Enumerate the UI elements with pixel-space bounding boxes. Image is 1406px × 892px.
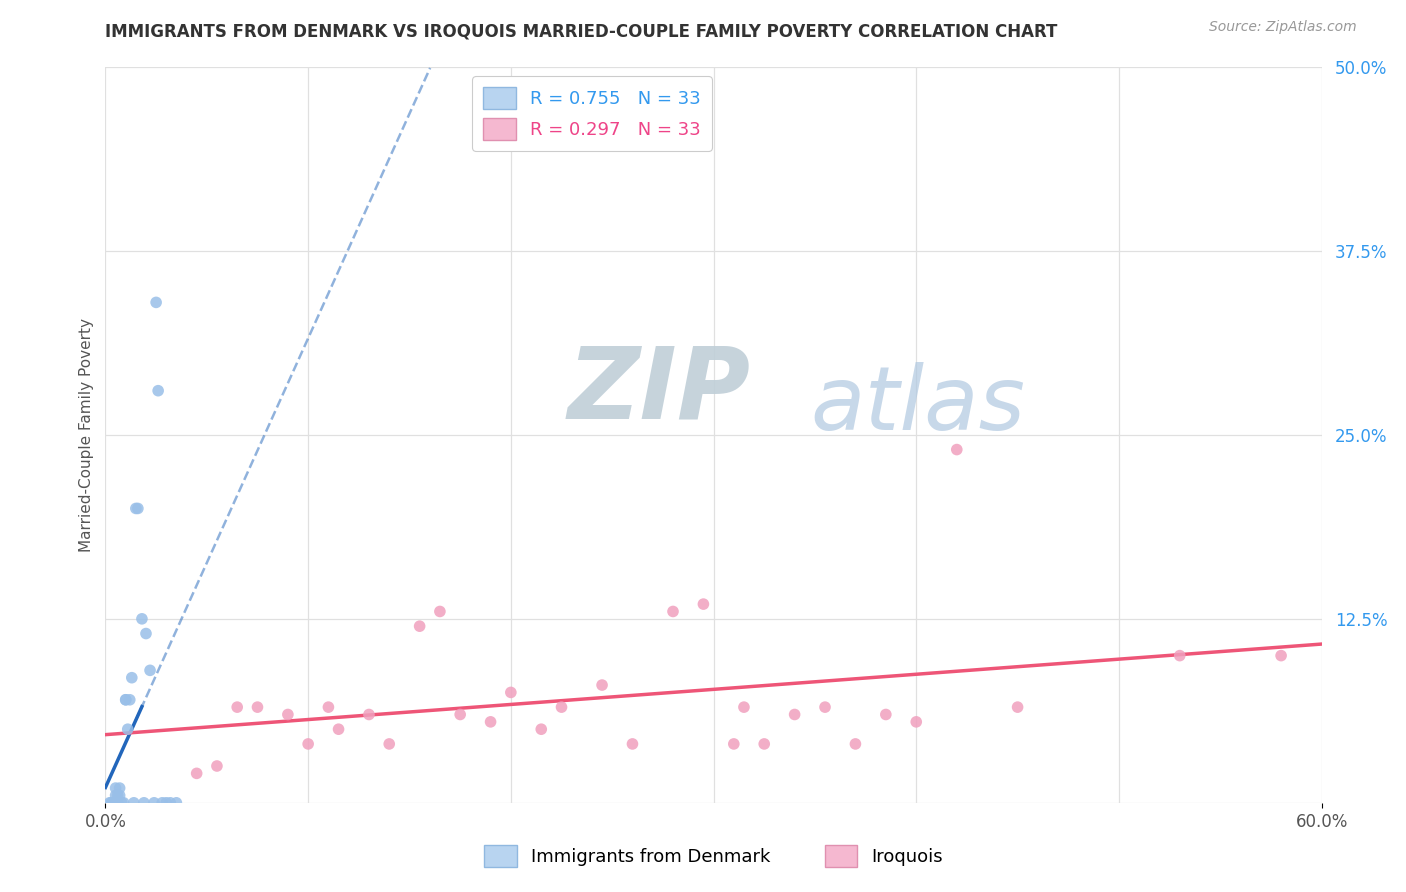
- Legend: Immigrants from Denmark, Iroquois: Immigrants from Denmark, Iroquois: [477, 838, 950, 875]
- Point: [114, 692, 136, 706]
- Point: [139, 664, 162, 678]
- Point: [357, 707, 380, 722]
- Point: [146, 384, 169, 398]
- Point: [945, 442, 967, 457]
- Point: [135, 626, 157, 640]
- Point: [328, 723, 350, 737]
- Text: IMMIGRANTS FROM DENMARK VS IROQUOIS MARRIED-COUPLE FAMILY POVERTY CORRELATION CH: IMMIGRANTS FROM DENMARK VS IROQUOIS MARR…: [105, 22, 1057, 40]
- Point: [121, 671, 143, 685]
- Point: [1007, 700, 1029, 714]
- Point: [318, 700, 340, 714]
- Point: [132, 796, 155, 810]
- Y-axis label: Married-Couple Family Poverty: Married-Couple Family Poverty: [79, 318, 94, 552]
- Point: [662, 605, 685, 619]
- Point: [429, 605, 451, 619]
- Point: [98, 796, 121, 810]
- Point: [103, 796, 125, 810]
- Point: [378, 737, 401, 751]
- Point: [117, 723, 139, 737]
- Point: [186, 766, 208, 780]
- Point: [1270, 648, 1292, 663]
- Point: [692, 597, 714, 611]
- Point: [905, 714, 928, 729]
- Point: [125, 501, 148, 516]
- Point: [621, 737, 644, 751]
- Point: [131, 612, 153, 626]
- Point: [165, 796, 187, 810]
- Point: [122, 796, 145, 810]
- Text: ZIP: ZIP: [568, 343, 751, 439]
- Point: [107, 789, 129, 803]
- Point: [103, 796, 125, 810]
- Point: [127, 501, 149, 516]
- Point: [1168, 648, 1191, 663]
- Point: [104, 796, 127, 810]
- Point: [108, 789, 131, 803]
- Point: [104, 789, 127, 803]
- Point: [108, 781, 131, 796]
- Point: [754, 737, 776, 751]
- Point: [550, 700, 572, 714]
- Point: [100, 796, 122, 810]
- Point: [246, 700, 269, 714]
- Text: atlas: atlas: [811, 362, 1026, 449]
- Point: [107, 796, 129, 810]
- Point: [118, 692, 141, 706]
- Point: [297, 737, 319, 751]
- Point: [408, 619, 430, 633]
- Point: [145, 295, 167, 310]
- Point: [100, 796, 122, 810]
- Point: [733, 700, 755, 714]
- Point: [150, 796, 173, 810]
- Point: [499, 685, 522, 699]
- Point: [449, 707, 471, 722]
- Point: [114, 692, 136, 706]
- Point: [143, 796, 166, 810]
- Point: [844, 737, 866, 751]
- Point: [159, 796, 181, 810]
- Point: [479, 714, 502, 729]
- Point: [875, 707, 897, 722]
- Point: [226, 700, 249, 714]
- Point: [591, 678, 613, 692]
- Point: [104, 781, 127, 796]
- Point: [723, 737, 745, 751]
- Text: Source: ZipAtlas.com: Source: ZipAtlas.com: [1209, 20, 1357, 34]
- Point: [112, 796, 135, 810]
- Point: [205, 759, 228, 773]
- Point: [814, 700, 837, 714]
- Point: [530, 723, 553, 737]
- Point: [111, 796, 134, 810]
- Point: [155, 796, 177, 810]
- Point: [277, 707, 299, 722]
- Point: [783, 707, 806, 722]
